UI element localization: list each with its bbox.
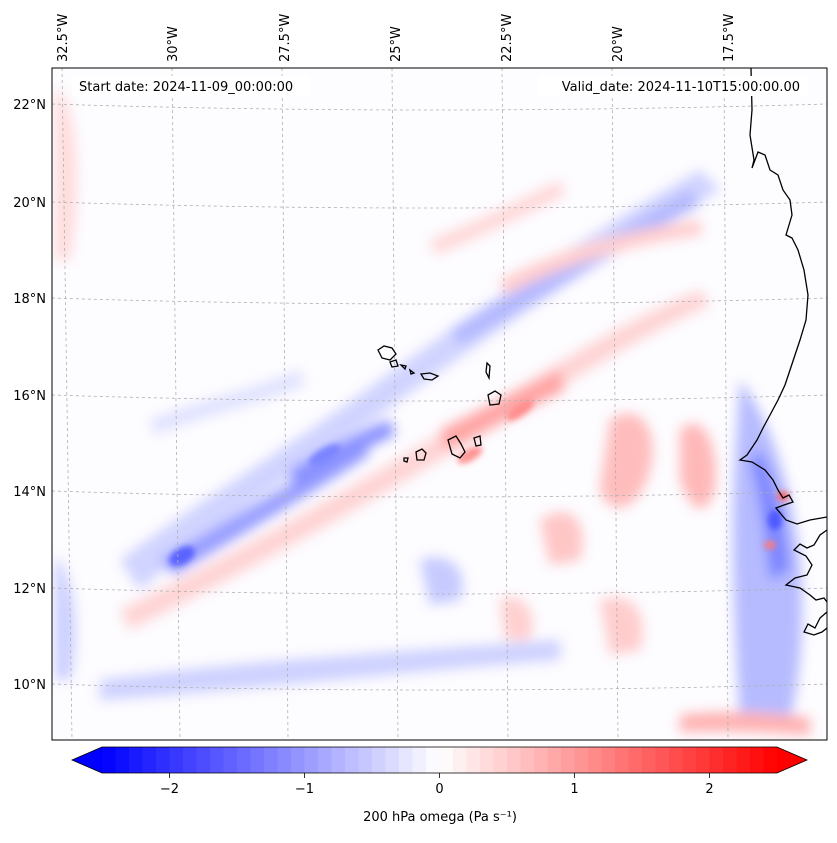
lat-label-22n: 22°N: [13, 98, 46, 113]
colorbar-cell: [102, 747, 117, 773]
colorbar-cell: [237, 747, 252, 773]
colorbar-cell: [520, 747, 535, 773]
colorbar-ticks: −2 −1 0 1 2: [160, 773, 714, 797]
colorbar-cell: [412, 747, 427, 773]
colorbar-tick-label: 0: [435, 782, 443, 797]
map-background: [52, 68, 827, 740]
cape-verde-islands: [377, 345, 502, 463]
colorbar-cell: [723, 747, 738, 773]
latitude-labels: 22°N 20°N 18°N 16°N 14°N 12°N 10°N: [13, 98, 46, 693]
colorbar-tick-label: −1: [295, 782, 314, 797]
colorbar-extend-max: [777, 747, 807, 773]
colorbar-cell: [588, 747, 603, 773]
colorbar-cell: [399, 747, 414, 773]
colorbar-cell: [601, 747, 616, 773]
valid-date-box: [538, 76, 808, 96]
colorbar-cell: [142, 747, 157, 773]
colorbar-cell: [750, 747, 765, 773]
colorbar-cell: [709, 747, 724, 773]
colorbar-cell: [736, 747, 751, 773]
colorbar-cell: [318, 747, 333, 773]
colorbar-cell: [183, 747, 198, 773]
colorbar-cell: [439, 747, 454, 773]
colorbar-cell: [196, 747, 211, 773]
colorbar-cell: [480, 747, 495, 773]
lat-label-20n: 20°N: [13, 196, 46, 211]
lat-label-16n: 16°N: [13, 389, 46, 404]
colorbar-cell: [534, 747, 549, 773]
lat-label-12n: 12°N: [13, 582, 46, 597]
colorbar-cells: [72, 747, 807, 773]
colorbar-cell: [250, 747, 265, 773]
colorbar-cell: [669, 747, 684, 773]
colorbar-cell: [547, 747, 562, 773]
colorbar-cell: [682, 747, 697, 773]
lon-label-27.5w: 27.5°W: [278, 14, 293, 62]
colorbar-cell: [210, 747, 225, 773]
colorbar-cell: [169, 747, 184, 773]
colorbar-cell: [763, 747, 778, 773]
colorbar-tick-label: 1: [570, 782, 578, 797]
start-date-label: Start date: 2024-11-09_00:00:00: [79, 80, 293, 95]
colorbar-cell: [358, 747, 373, 773]
colorbar-cell: [642, 747, 657, 773]
colorbar-cell: [655, 747, 670, 773]
map-frame: [51, 67, 828, 741]
colorbar-cell: [331, 747, 346, 773]
colorbar-cell: [574, 747, 589, 773]
colorbar-extend-min: [72, 747, 102, 773]
coastline: [738, 68, 827, 636]
colorbar-cell: [345, 747, 360, 773]
longitude-labels: 32.5°W 30°W 27.5°W 25°W 22.5°W 20°W 17.5…: [56, 14, 737, 62]
colorbar-cell: [628, 747, 643, 773]
lon-label-32.5w: 32.5°W: [56, 14, 71, 62]
colorbar-cell: [304, 747, 319, 773]
colorbar-cell: [507, 747, 522, 773]
colorbar-cell: [453, 747, 468, 773]
colorbar-cell: [115, 747, 130, 773]
lon-label-20w: 20°W: [611, 26, 626, 62]
graticule: [52, 68, 827, 740]
lat-label-10n: 10°N: [13, 678, 46, 693]
colorbar: −2 −1 0 1 2 200 hPa omega (Pa s⁻¹): [70, 746, 809, 825]
colorbar-cell: [129, 747, 144, 773]
colorbar-label: 200 hPa omega (Pa s⁻¹): [363, 810, 517, 825]
colorbar-cell: [291, 747, 306, 773]
valid-date-label: Valid_date: 2024-11-10T15:00:00.00: [562, 80, 800, 95]
colorbar-outline: [70, 746, 809, 774]
colorbar-cell: [156, 747, 171, 773]
colorbar-cell: [466, 747, 481, 773]
colorbar-tick-label: 2: [705, 782, 713, 797]
colorbar-cell: [426, 747, 441, 773]
lon-label-25w: 25°W: [389, 26, 404, 62]
colorbar-cell: [561, 747, 576, 773]
colorbar-cell: [493, 747, 508, 773]
colorbar-tick-label: −2: [160, 782, 179, 797]
lon-label-22.5w: 22.5°W: [500, 14, 515, 62]
colorbar-cell: [696, 747, 711, 773]
lon-label-30w: 30°W: [166, 26, 181, 62]
colorbar-cell: [385, 747, 400, 773]
colorbar-cell: [615, 747, 630, 773]
lat-label-14n: 14°N: [13, 485, 46, 500]
colorbar-cell: [264, 747, 279, 773]
colorbar-cell: [277, 747, 292, 773]
colorbar-cell: [223, 747, 238, 773]
lat-label-18n: 18°N: [13, 292, 46, 307]
start-date-box: [72, 76, 310, 96]
omega-field: [52, 68, 827, 740]
lon-label-17.5w: 17.5°W: [722, 14, 737, 62]
colorbar-cell: [372, 747, 387, 773]
